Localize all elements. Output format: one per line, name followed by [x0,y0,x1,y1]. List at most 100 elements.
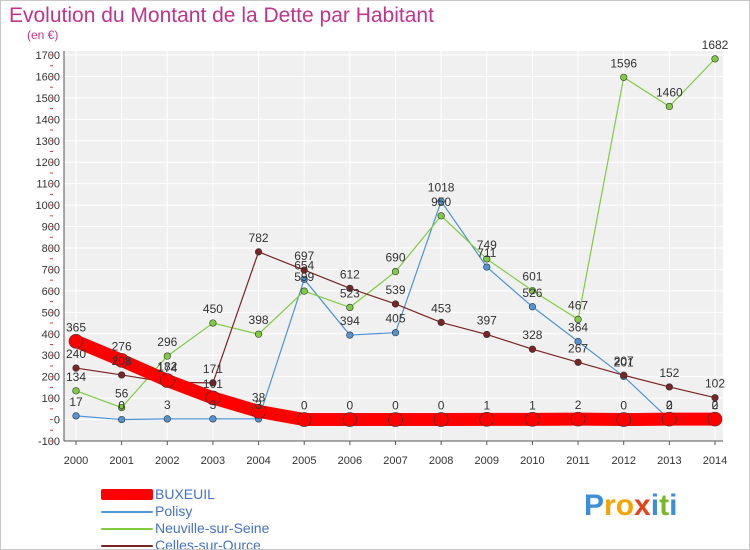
data-point-0 [616,412,632,427]
data-point-3 [346,284,354,292]
x-tick-label: 2005 [292,455,316,467]
data-point-0 [114,353,129,368]
data-label-2: 450 [203,302,223,316]
y-tick-label: 500 [42,307,60,319]
data-point-3 [300,266,308,274]
data-label-1: 0 [712,399,719,413]
x-tick-label: 2011 [566,455,590,467]
data-point-2 [528,287,537,295]
data-point-0 [68,333,84,349]
logo-letter: P [584,489,605,522]
data-point-1 [118,415,126,424]
data-label-2: 1682 [702,38,729,52]
data-label-3: 612 [340,267,360,281]
y-tick-label: 100 [42,393,60,405]
data-label-2: 599 [294,270,314,284]
data-label-0: 1 [483,398,490,412]
data-label-1: 364 [568,320,588,334]
data-label-0: 2 [575,398,582,412]
x-tick-label: 2000 [64,455,88,467]
data-label-0: 38 [252,390,266,404]
data-point-0 [205,390,221,406]
data-label-0: 1 [529,398,536,412]
data-label-1: 3 [255,398,262,412]
data-label-2: 690 [385,251,405,265]
y-tick-label: 1000 [36,200,60,212]
data-point-1 [528,303,537,311]
y-tick-label: 600 [42,286,60,298]
data-point-3 [209,379,217,387]
data-label-3: 240 [66,347,86,361]
data-point-3 [254,248,263,256]
data-point-1 [72,412,80,420]
data-point-2 [346,303,354,312]
y-tick-label: 700 [42,264,60,276]
data-point-0 [525,412,540,427]
data-point-0 [159,373,175,388]
data-label-2: 1460 [656,85,683,99]
data-label-3: 207 [614,354,634,368]
data-label-0: 0 [438,399,445,413]
x-tick-label: 2007 [383,455,407,467]
data-point-3 [711,394,719,402]
logo-letter: i [650,489,660,522]
data-label-2: 601 [522,270,542,284]
data-label-1: 394 [340,314,360,328]
y-tick-label: 1300 [36,136,60,148]
data-label-3: 171 [203,362,223,376]
data-point-2 [665,102,673,111]
data-label-1: 0 [118,399,125,413]
x-tick-label: 2003 [201,455,225,467]
data-label-3: 174 [157,361,177,375]
data-point-0 [570,411,586,427]
data-point-2 [163,352,171,360]
data-label-2: 398 [249,313,269,327]
data-label-1: 0 [666,399,673,413]
legend-swatch [101,510,153,513]
plot-background [64,51,723,441]
data-point-3 [437,318,445,327]
x-tick-label: 2013 [657,455,681,467]
legend-label: Neuville-sur-Seine [155,520,270,536]
x-tick-label: 2004 [246,455,270,467]
data-label-1: 1018 [428,180,455,194]
data-label-0: 0 [392,399,399,413]
y-tick-label: 1100 [36,179,60,191]
data-label-2: 134 [66,370,86,384]
chart-unit-subtitle: (en €) [27,28,59,42]
proxiti-logo: Proxiti [584,489,677,523]
data-point-0 [707,411,723,427]
data-label-2: 749 [477,238,497,252]
data-label-0: 101 [203,377,223,391]
y-tick-label: 1600 [36,71,60,83]
x-tick-label: 2006 [338,455,362,467]
data-point-3 [483,330,491,339]
data-point-2 [483,255,491,263]
logo-letter: x [634,489,651,522]
data-label-3: 102 [705,377,725,391]
y-tick-label: 400 [42,329,60,341]
data-label-0: 365 [66,320,86,334]
y-tick-label: 300 [42,350,60,362]
legend-swatch [101,489,153,500]
data-label-1: 526 [522,286,542,300]
logo-letter: o [615,489,635,522]
data-point-3 [391,300,400,308]
y-tick-label: 1700 [36,50,60,62]
data-label-0: 2 [712,398,719,412]
chart-title: Evolution du Montant de la Dette par Hab… [9,4,434,27]
data-label-3: 267 [568,341,588,355]
data-point-3 [528,345,537,353]
x-tick-label: 2012 [611,455,635,467]
data-point-0 [251,404,266,419]
data-point-0 [296,412,312,427]
data-label-3: 152 [659,366,679,380]
data-label-1: 711 [477,246,496,260]
x-tick-label: 2008 [429,455,453,467]
y-tick-label: 1500 [36,93,60,105]
data-label-1: 3 [210,398,217,412]
y-tick-label: 1200 [36,157,60,169]
x-tick-label: 2009 [475,455,499,467]
legend-label: Polisy [155,503,193,519]
